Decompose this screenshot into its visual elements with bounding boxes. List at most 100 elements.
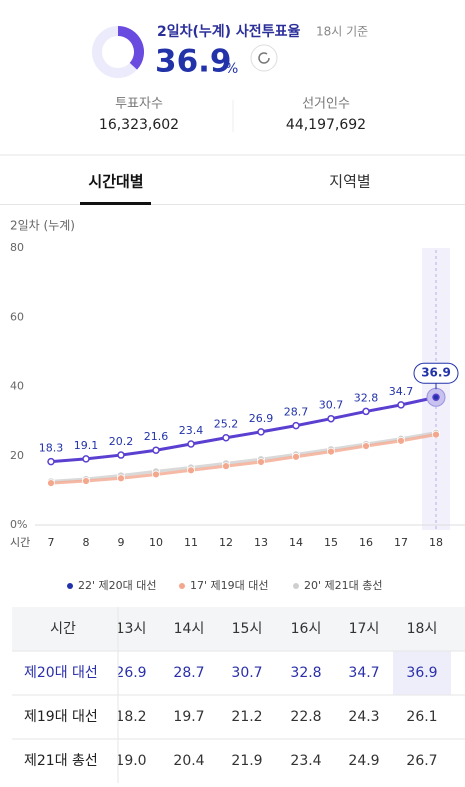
data-label: 19.1 bbox=[74, 439, 99, 452]
point bbox=[292, 421, 300, 430]
highlight-cell bbox=[393, 651, 451, 695]
point bbox=[327, 447, 335, 456]
point bbox=[82, 455, 90, 463]
column-header: 17시 bbox=[349, 621, 380, 637]
tab-underline bbox=[80, 202, 151, 205]
x-tick-label: 15 bbox=[324, 536, 338, 549]
data-label: 20.2 bbox=[109, 435, 134, 448]
legend-label: 20' 제21대 총선 bbox=[304, 579, 383, 592]
x-tick-label: 17 bbox=[394, 536, 408, 549]
refresh-button[interactable] bbox=[250, 44, 278, 72]
x-axis-label: 시간 bbox=[10, 536, 30, 549]
x-tick-label: 13 bbox=[254, 536, 268, 549]
cell: 36.9 bbox=[406, 665, 437, 681]
donut-arc bbox=[117, 26, 144, 70]
point bbox=[327, 414, 335, 423]
data-label: 26.9 bbox=[249, 412, 274, 425]
point bbox=[117, 474, 125, 483]
y-tick-label: 20 bbox=[10, 449, 24, 462]
cell: 26.7 bbox=[406, 753, 437, 769]
cell: 32.8 bbox=[290, 665, 321, 681]
tab-active[interactable]: 시간대별 bbox=[88, 173, 143, 191]
rate-unit: % bbox=[225, 61, 238, 77]
data-label: 34.7 bbox=[389, 385, 414, 398]
point bbox=[47, 479, 55, 488]
column-header: 18시 bbox=[407, 621, 438, 637]
cell: 21.9 bbox=[231, 753, 262, 769]
point bbox=[222, 433, 230, 442]
column-header: 시간 bbox=[50, 621, 76, 637]
cell: 26.9 bbox=[115, 665, 146, 681]
point bbox=[187, 440, 195, 448]
x-tick-label: 7 bbox=[48, 536, 55, 549]
point bbox=[432, 393, 440, 401]
point bbox=[257, 428, 265, 436]
point bbox=[432, 430, 440, 439]
cell: 20.4 bbox=[173, 753, 204, 769]
x-tick-label: 14 bbox=[289, 536, 303, 549]
series-line bbox=[50, 395, 437, 464]
legend-dot bbox=[67, 583, 73, 589]
point bbox=[362, 407, 370, 416]
legend-dot bbox=[179, 583, 185, 589]
table: 13시 14시 15시 16시 17시 18시 26.9 28.7 30.7 32.8 34.7 36… bbox=[12, 607, 465, 783]
point bbox=[397, 436, 405, 445]
cell: 19.0 bbox=[115, 753, 146, 769]
point bbox=[222, 462, 230, 471]
data-label: 30.7 bbox=[319, 399, 344, 412]
y-tick-label: 80 bbox=[10, 241, 24, 254]
point bbox=[257, 458, 265, 466]
data-label: 32.8 bbox=[354, 391, 379, 404]
data-label: 21.6 bbox=[144, 430, 169, 443]
cell: 24.9 bbox=[348, 753, 379, 769]
row-header: 제21대 총선 bbox=[24, 753, 98, 769]
x-tick-label: 8 bbox=[83, 536, 90, 549]
y-tick-label: 0% bbox=[10, 518, 27, 531]
chart-title: 2일차 (누계) bbox=[10, 219, 75, 233]
x-tick-label: 18 bbox=[429, 536, 443, 549]
data-label: 18.3 bbox=[39, 442, 64, 455]
cell: 23.4 bbox=[290, 753, 321, 769]
cell: 18.2 bbox=[115, 709, 146, 725]
point bbox=[362, 442, 370, 450]
cell: 21.2 bbox=[231, 709, 262, 725]
y-tick-label: 60 bbox=[10, 310, 24, 323]
point bbox=[47, 457, 55, 466]
legend-label: 22' 제20대 대선 bbox=[78, 579, 157, 592]
point bbox=[152, 470, 160, 479]
data-label: 25.2 bbox=[214, 418, 239, 431]
legend-dot bbox=[293, 583, 299, 589]
sticky-head-bg bbox=[12, 607, 118, 651]
x-tick-label: 16 bbox=[359, 536, 373, 549]
y-tick-label: 40 bbox=[10, 380, 24, 393]
title: 2일차(누계) 사전투표율 bbox=[157, 23, 300, 40]
x-tick-label: 9 bbox=[118, 536, 125, 549]
cell: 22.8 bbox=[290, 709, 321, 725]
data-label: 36.9 bbox=[421, 366, 451, 380]
column-header: 13시 bbox=[116, 621, 147, 637]
data-label: 28.7 bbox=[284, 406, 309, 419]
point bbox=[292, 452, 300, 461]
series-line bbox=[50, 433, 437, 485]
column-header: 16시 bbox=[291, 621, 322, 637]
row-header: 제20대 대선 bbox=[24, 665, 98, 681]
stat-value: 44,197,692 bbox=[286, 117, 366, 133]
point bbox=[117, 451, 125, 459]
refresh-icon bbox=[258, 52, 270, 64]
x-tick-label: 12 bbox=[219, 536, 233, 549]
basis: 18시 기준 bbox=[316, 25, 368, 39]
column-header: 15시 bbox=[232, 621, 263, 637]
tab[interactable]: 지역별 bbox=[329, 173, 370, 191]
cell: 30.7 bbox=[231, 665, 262, 681]
data-label: 23.4 bbox=[179, 424, 204, 437]
x-tick-label: 11 bbox=[184, 536, 198, 549]
series-line bbox=[50, 431, 437, 483]
point bbox=[187, 466, 195, 475]
x-tick-label: 10 bbox=[149, 536, 163, 549]
legend-label: 17' 제19대 대선 bbox=[190, 579, 269, 592]
cell: 26.1 bbox=[406, 709, 437, 725]
point bbox=[152, 446, 160, 454]
cell: 28.7 bbox=[173, 665, 204, 681]
